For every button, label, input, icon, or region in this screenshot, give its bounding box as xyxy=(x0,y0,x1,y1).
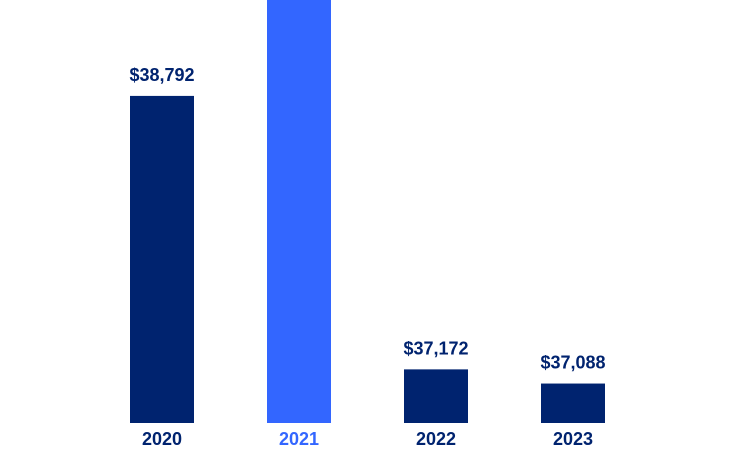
bar-2022 xyxy=(404,369,468,423)
value-label-2022: $37,172 xyxy=(403,338,468,358)
x-tick-label-2020: 2020 xyxy=(142,429,182,449)
bar-2020 xyxy=(130,95,194,423)
bar-2021 xyxy=(267,0,331,424)
x-tick-label-2022: 2022 xyxy=(416,429,456,449)
value-labels-group: $38,792$39,487$37,172$37,088 xyxy=(129,65,605,373)
x-tick-label-2021: 2021 xyxy=(279,429,319,449)
x-axis-ticks: 2020 2021 2022 2023 xyxy=(142,429,593,449)
bars-group xyxy=(130,0,605,424)
bar-2023 xyxy=(541,383,605,423)
value-label-2023: $37,088 xyxy=(540,353,605,373)
value-label-2020: $38,792 xyxy=(129,65,194,85)
x-tick-label-2023: 2023 xyxy=(553,429,593,449)
